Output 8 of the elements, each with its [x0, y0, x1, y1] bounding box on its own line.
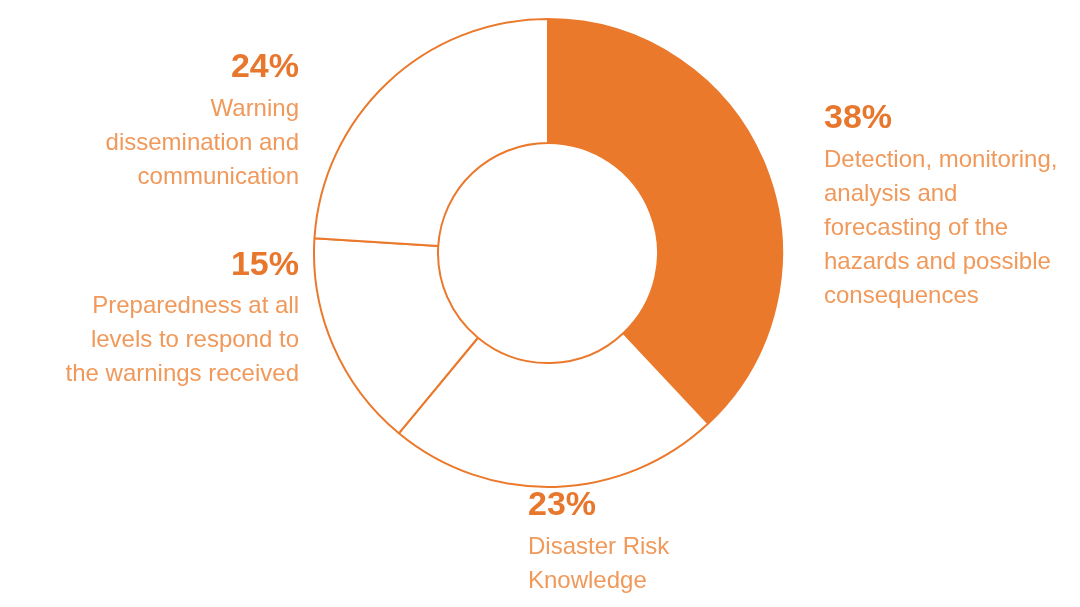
slice-label: Preparedness at all levels to respond to the warnings received [65, 291, 299, 387]
data-label: 23% [528, 484, 597, 523]
slice-label: Warning dissemination and communication [105, 93, 299, 189]
data-label: 15% [230, 244, 299, 283]
slice-label: Detection, monitoring, analysis and forecasting of the hazards and possible consequences [824, 144, 1058, 308]
slice-label: Disaster Risk Knowledge [528, 531, 671, 593]
data-label: 24% [230, 46, 299, 85]
data-label: 38% [824, 97, 893, 136]
